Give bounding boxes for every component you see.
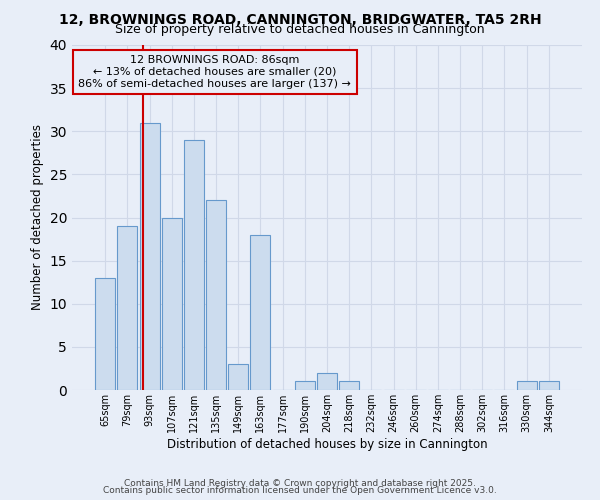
Bar <box>95 278 115 390</box>
Bar <box>206 200 226 390</box>
Text: 12 BROWNINGS ROAD: 86sqm
← 13% of detached houses are smaller (20)
86% of semi-d: 12 BROWNINGS ROAD: 86sqm ← 13% of detach… <box>79 56 351 88</box>
Text: Contains public sector information licensed under the Open Government Licence v3: Contains public sector information licen… <box>103 486 497 495</box>
Bar <box>317 373 337 390</box>
Text: Size of property relative to detached houses in Cannington: Size of property relative to detached ho… <box>115 22 485 36</box>
Bar <box>517 382 536 390</box>
Bar <box>228 364 248 390</box>
X-axis label: Distribution of detached houses by size in Cannington: Distribution of detached houses by size … <box>167 438 487 450</box>
Bar <box>339 382 359 390</box>
Text: Contains HM Land Registry data © Crown copyright and database right 2025.: Contains HM Land Registry data © Crown c… <box>124 478 476 488</box>
Bar <box>295 382 315 390</box>
Y-axis label: Number of detached properties: Number of detached properties <box>31 124 44 310</box>
Bar <box>539 382 559 390</box>
Bar <box>250 235 271 390</box>
Bar <box>184 140 204 390</box>
Bar <box>162 218 182 390</box>
Bar <box>140 122 160 390</box>
Bar <box>118 226 137 390</box>
Text: 12, BROWNINGS ROAD, CANNINGTON, BRIDGWATER, TA5 2RH: 12, BROWNINGS ROAD, CANNINGTON, BRIDGWAT… <box>59 12 541 26</box>
